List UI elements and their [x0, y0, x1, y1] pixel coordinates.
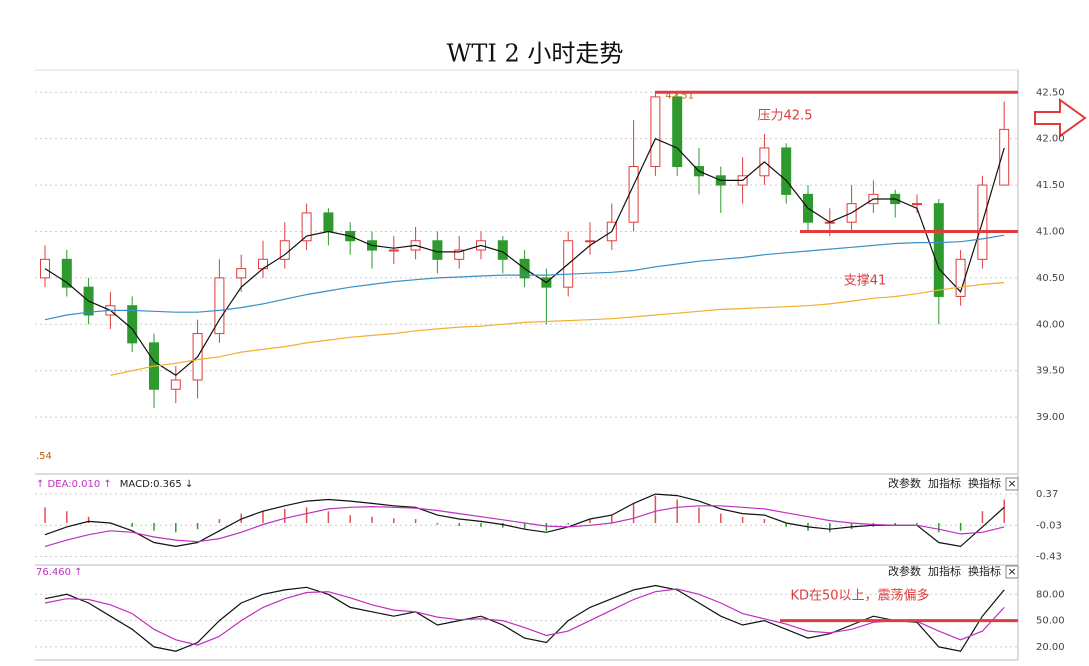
chart-title: WTI 2 小时走势: [447, 40, 624, 68]
indicator-line: [44, 137, 1005, 377]
y-tick-label: 40.50: [1036, 273, 1065, 284]
candle-body: [672, 96, 683, 168]
annotation: KD在50以上，震荡偏多: [790, 588, 929, 604]
y-tick-label: -0.43: [1036, 552, 1062, 563]
candle-body: [214, 277, 225, 335]
indicator-line: [44, 588, 1005, 646]
annotation: 支撑41: [844, 274, 887, 289]
y-tick-label: 42.50: [1036, 87, 1065, 98]
annotation: 压力42.5: [758, 109, 813, 124]
arrow-icon: [1034, 98, 1087, 138]
candle-body: [127, 305, 138, 344]
tool-button[interactable]: 换指标: [968, 476, 1001, 490]
indicator-label: 76.460 ↑: [36, 567, 83, 578]
candle-body: [999, 128, 1010, 186]
close-button[interactable]: ×: [1007, 565, 1016, 578]
indicator-line: [44, 584, 1005, 652]
y-tick-label: 40.00: [1036, 319, 1065, 330]
close-box[interactable]: [1005, 477, 1019, 491]
y-tick-label: 0.37: [1036, 489, 1058, 500]
indicator-line: [44, 234, 1005, 321]
close-box[interactable]: [1005, 565, 1019, 579]
high-label: 42.51: [665, 90, 694, 101]
indicator-line: [44, 493, 1005, 548]
tool-button[interactable]: 改参数: [888, 476, 921, 490]
tool-button[interactable]: 加指标: [928, 564, 961, 578]
indicator-label: ↑ DEA:0.010 ↑: [36, 479, 112, 490]
candle-body: [170, 379, 181, 390]
y-tick-label: 39.50: [1036, 366, 1065, 377]
close-button[interactable]: ×: [1007, 477, 1016, 490]
candle-body: [236, 268, 247, 279]
candle-body: [454, 249, 465, 260]
candle-body: [650, 96, 661, 168]
candle-body: [912, 203, 922, 206]
indicator-label: MACD:0.365 ↓: [120, 479, 194, 490]
candle-body: [61, 258, 72, 288]
y-tick-label: 39.00: [1036, 412, 1065, 423]
candle-body: [585, 240, 595, 243]
tool-button[interactable]: 加指标: [928, 476, 961, 490]
candle-body: [781, 147, 792, 195]
y-tick-label: 50.00: [1036, 616, 1065, 627]
candle-body: [279, 240, 290, 260]
candle-body: [301, 212, 312, 242]
y-tick-label: -0.03: [1036, 520, 1062, 531]
indicator-line: [110, 281, 1005, 376]
left-label: .54: [36, 451, 52, 462]
y-tick-label: 20.00: [1036, 642, 1065, 653]
tool-button[interactable]: 改参数: [888, 564, 921, 578]
candle-body: [628, 166, 639, 223]
candle-body: [323, 212, 334, 232]
y-tick-label: 80.00: [1036, 589, 1065, 600]
candle-body: [388, 249, 399, 252]
y-tick-label: 41.50: [1036, 180, 1065, 191]
y-tick-label: 42.00: [1036, 134, 1065, 145]
y-tick-label: 41.00: [1036, 226, 1065, 237]
indicator-line: [44, 505, 1005, 547]
candle-body: [497, 240, 508, 260]
candle-body: [432, 240, 443, 260]
tool-button[interactable]: 换指标: [968, 564, 1001, 578]
candle-body: [933, 203, 944, 297]
